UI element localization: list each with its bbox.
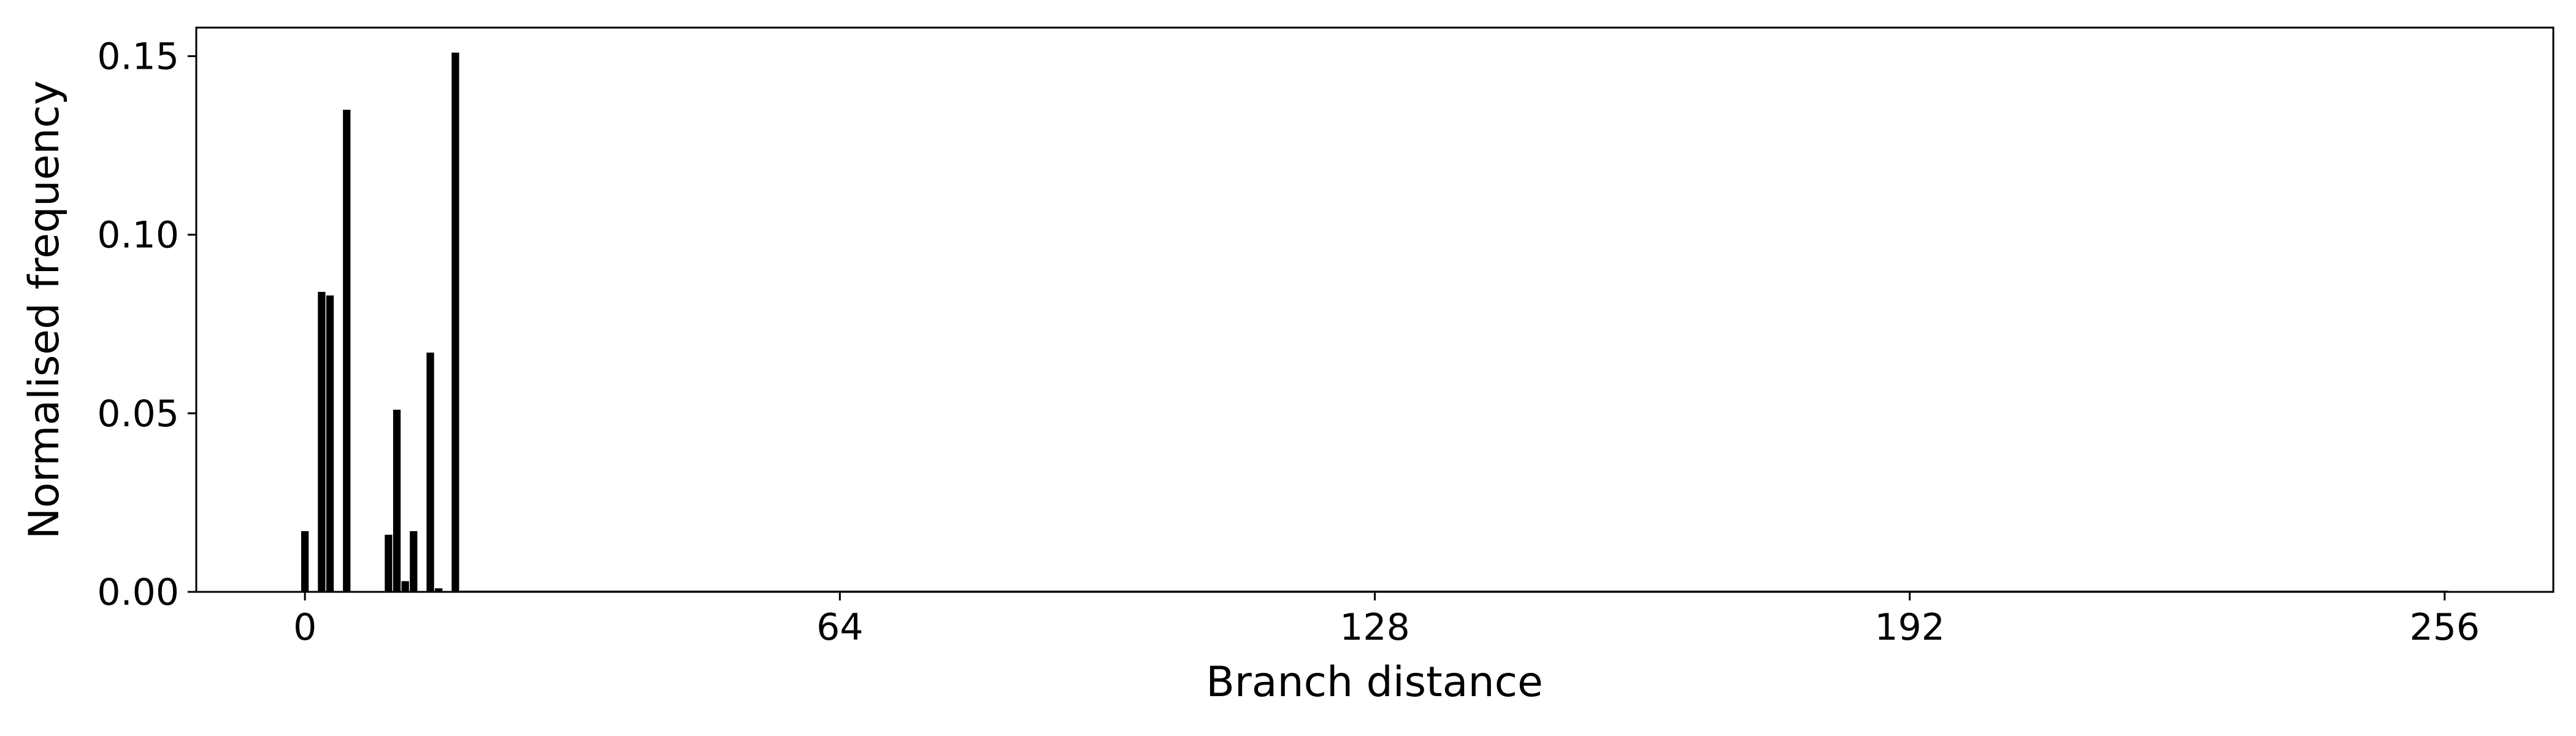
- histogram-bar: [401, 581, 409, 592]
- y-axis-ticks: 0.00 0.05 0.10 0.15: [97, 36, 196, 614]
- histogram-bar: [393, 410, 401, 592]
- histogram-bar: [343, 109, 351, 592]
- x-tick-label: 256: [2410, 606, 2480, 649]
- x-tick-label: 0: [293, 606, 316, 649]
- histogram-bar: [385, 534, 393, 592]
- y-tick-label: 0.05: [97, 393, 179, 435]
- histogram-bar: [326, 295, 334, 592]
- y-tick-label: 0.00: [97, 571, 179, 614]
- y-tick-label: 0.15: [97, 36, 179, 79]
- histogram-bar: [318, 291, 326, 592]
- histogram-bar: [301, 531, 309, 592]
- histogram-bar: [426, 352, 434, 592]
- x-axis-title: Branch distance: [1206, 658, 1543, 707]
- x-tick-label: 128: [1340, 606, 1410, 649]
- x-tick-label: 192: [1874, 606, 1945, 649]
- x-axis-ticks: 0 64 128 192 256: [293, 592, 2480, 649]
- bars-layer: [301, 52, 2448, 592]
- x-tick-label: 64: [816, 606, 863, 649]
- histogram-bar: [410, 531, 418, 592]
- y-tick-label: 0.10: [97, 214, 179, 257]
- y-axis-title: Normalised frequency: [20, 80, 69, 539]
- plot-area-frame: [195, 26, 2555, 593]
- histogram-bar: [435, 588, 443, 592]
- histogram-bar: [451, 52, 459, 592]
